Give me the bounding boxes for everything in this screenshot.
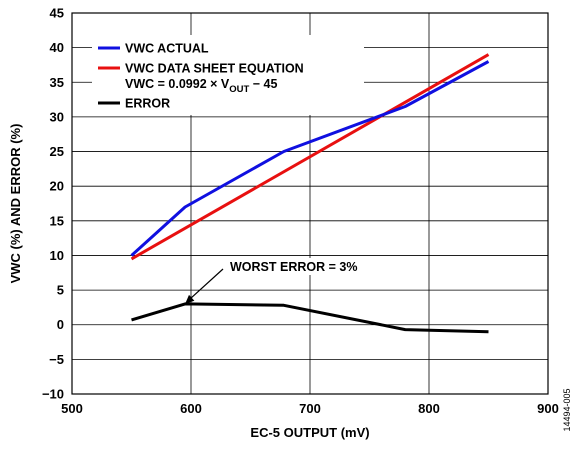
x-tick-label: 700 — [299, 401, 321, 416]
annotation-text: WORST ERROR = 3% — [230, 260, 357, 274]
y-tick-label: 40 — [50, 40, 64, 55]
series-line-error — [131, 302, 489, 334]
y-tick-label: 20 — [50, 179, 64, 194]
y-tick-labels: −10 −5 0 5 10 15 20 25 30 35 40 45 — [42, 6, 64, 402]
y-tick-label: 0 — [57, 317, 64, 332]
y-axis-title: VWC (%) AND ERROR (%) — [8, 124, 23, 284]
annotation-background — [226, 258, 394, 275]
y-tick-label: 25 — [50, 144, 64, 159]
x-tick-label: 900 — [537, 401, 559, 416]
legend-equation: VWC = 0.0992 × VOUT − 45 — [125, 77, 277, 95]
legend-label-datasheet-equation: VWC DATA SHEET EQUATION — [125, 62, 304, 76]
y-tick-label: 5 — [57, 283, 64, 298]
equation-main: VWC = 0.0992 × V — [125, 77, 230, 91]
annotation-arrow-shaft — [189, 268, 224, 300]
equation-subscript: OUT — [229, 84, 249, 95]
y-tick-label: 45 — [50, 6, 64, 21]
y-tick-label: 35 — [50, 75, 64, 90]
x-tick-label: 800 — [418, 401, 440, 416]
legend-box — [92, 35, 364, 115]
y-tick-label: 10 — [50, 248, 64, 263]
equation-tail: − 45 — [249, 77, 277, 91]
legend-label-error: ERROR — [125, 97, 170, 111]
figure-id: 14494-005 — [562, 388, 572, 431]
series-lines — [130, 53, 490, 334]
y-tick-label: −5 — [49, 352, 64, 367]
x-tick-labels: 500 600 700 800 900 — [61, 401, 559, 416]
legend: VWC ACTUAL VWC DATA SHEET EQUATION VWC =… — [92, 35, 364, 115]
y-tick-label: 30 — [50, 109, 64, 124]
series-line-vwc-actual — [130, 60, 490, 257]
series-line-vwc-data-sheet-equation — [130, 53, 490, 261]
annotation-arrow-head — [185, 294, 195, 304]
x-tick-label: 500 — [61, 401, 83, 416]
legend-label-vwc-actual: VWC ACTUAL — [125, 42, 209, 56]
x-tick-label: 600 — [180, 401, 202, 416]
x-axis-title: EC-5 OUTPUT (mV) — [250, 425, 369, 440]
y-tick-label: 15 — [50, 213, 64, 228]
worst-error-annotation: WORST ERROR = 3% — [185, 258, 394, 304]
plot-frame — [71, 12, 549, 395]
y-tick-label: −10 — [42, 387, 64, 402]
